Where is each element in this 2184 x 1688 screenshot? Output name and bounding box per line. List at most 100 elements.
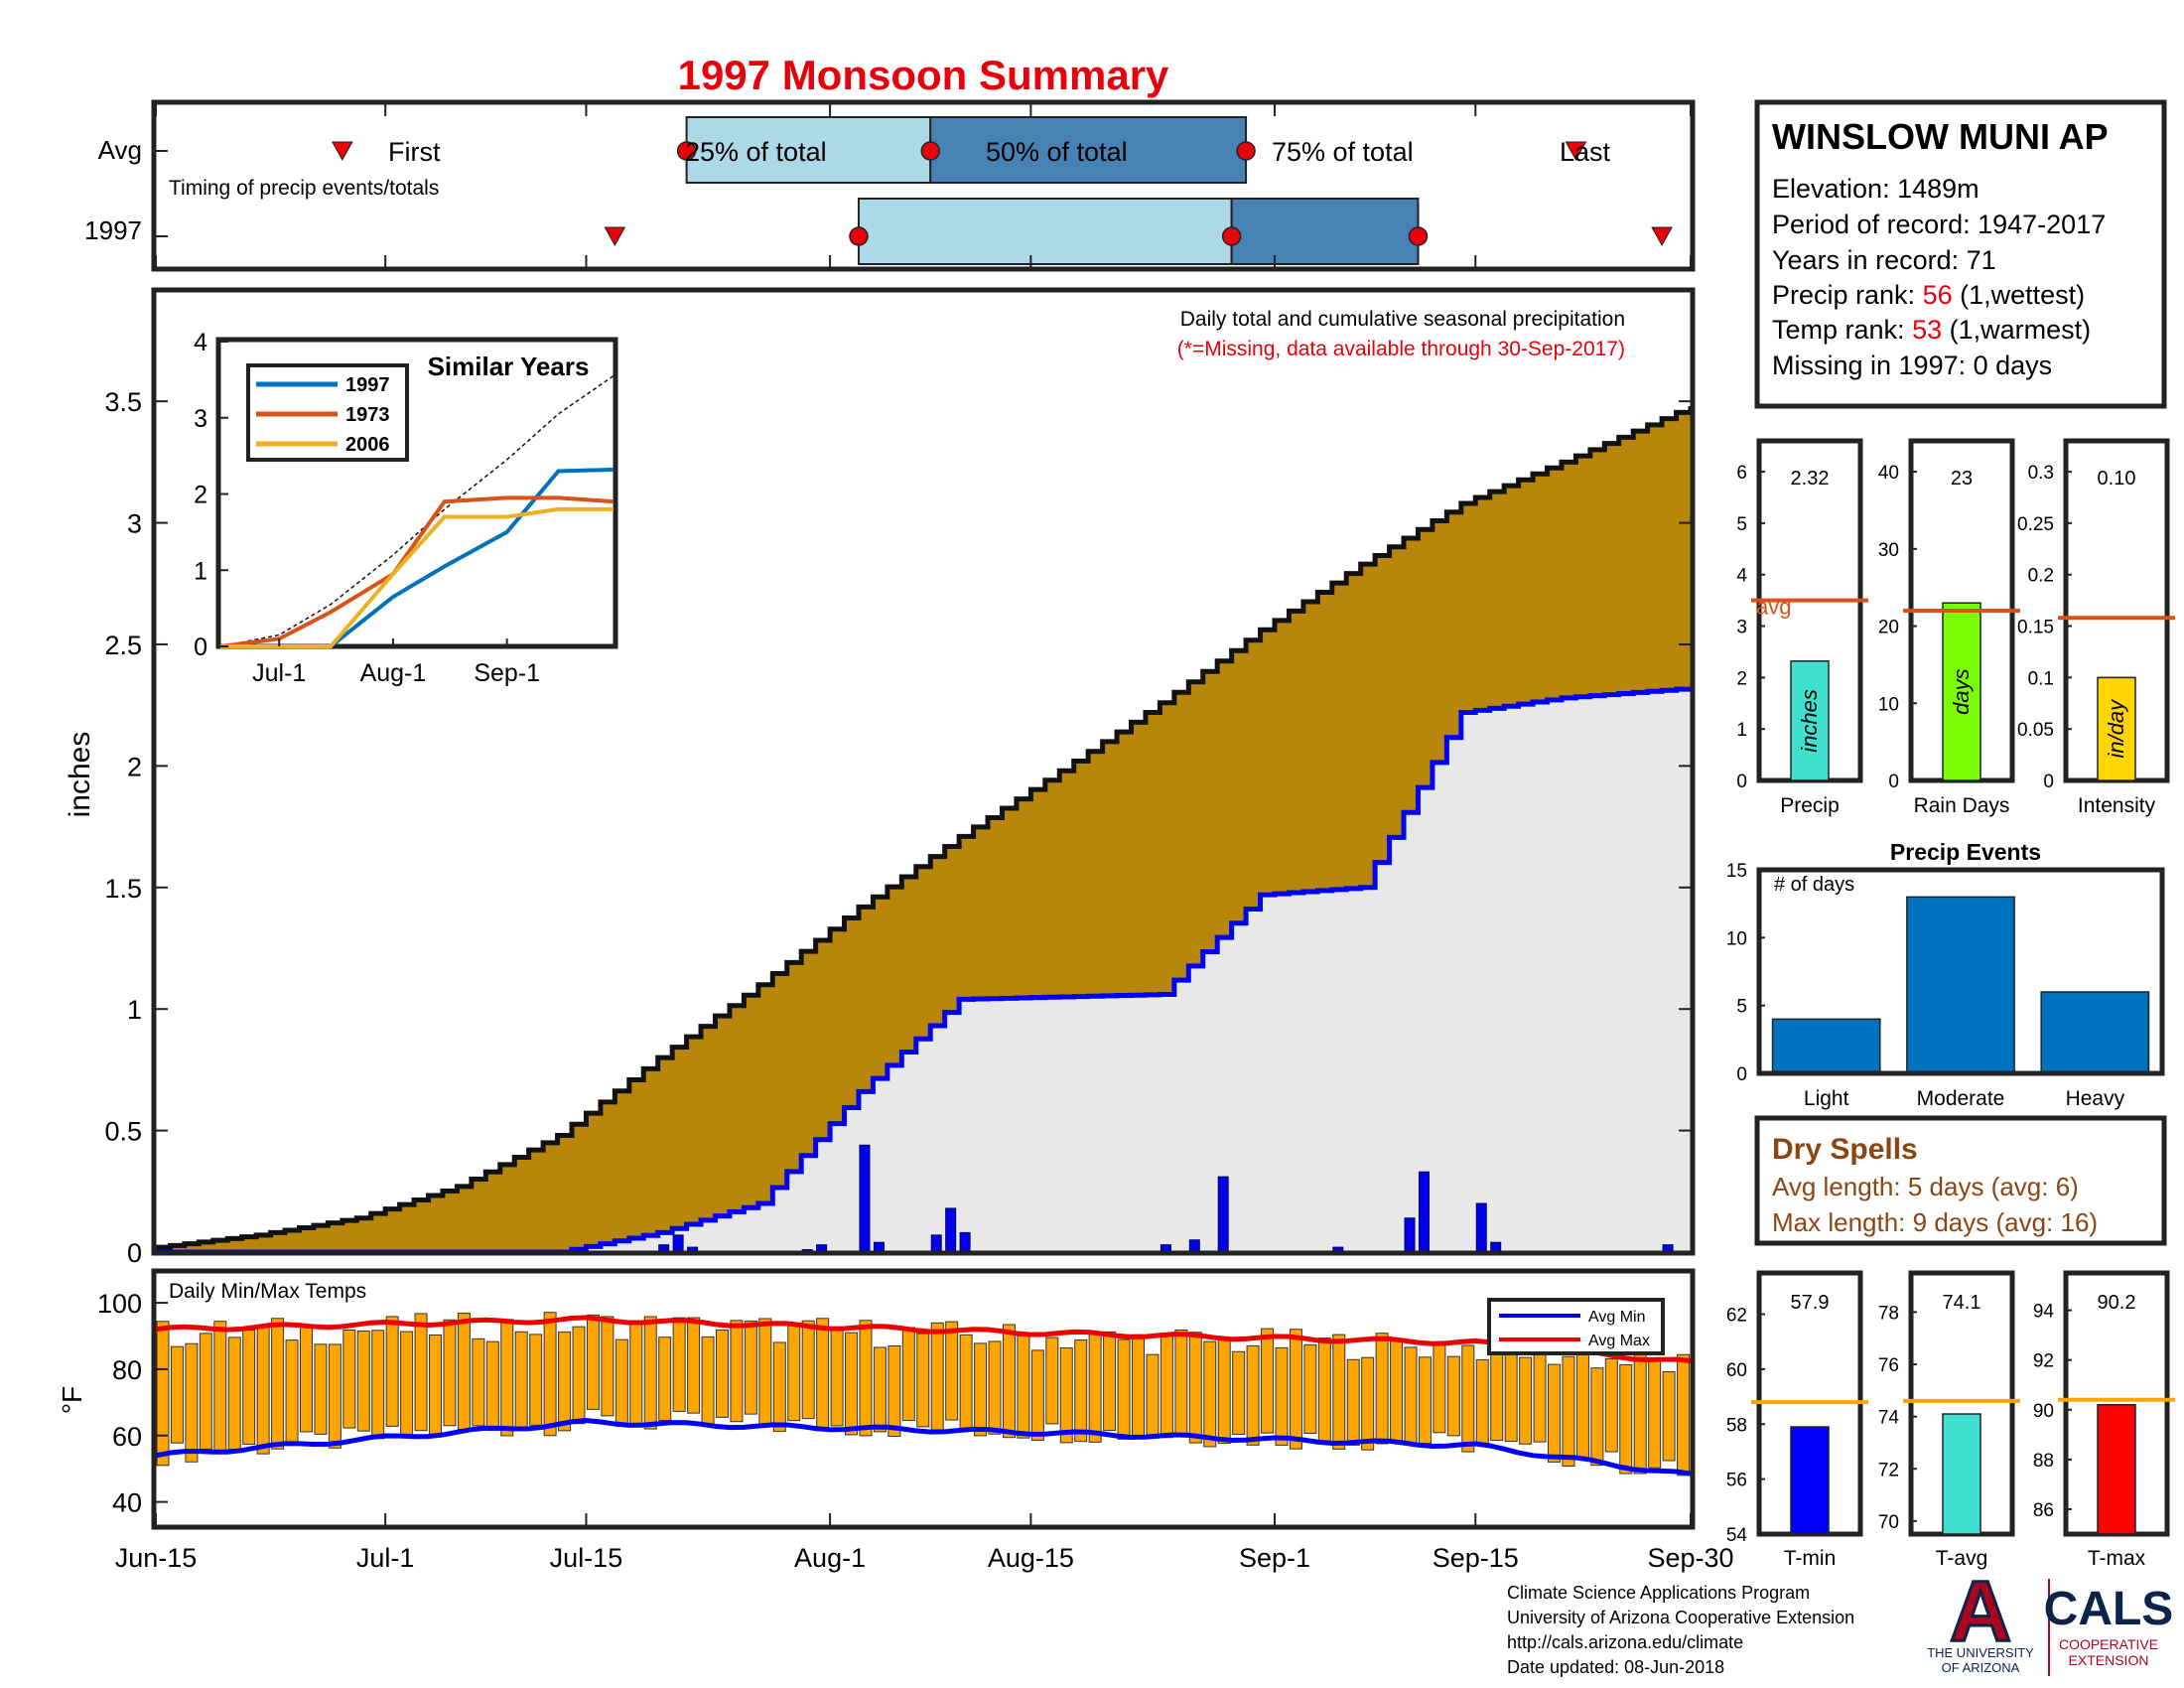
cals-logo: CALS COOPERATIVE EXTENSION: [2044, 1583, 2174, 1668]
daily-temp-bar: [314, 1343, 328, 1435]
intensity-y-tick-label: 0.2: [2028, 566, 2054, 587]
daily-temp-bar: [1648, 1358, 1662, 1469]
year-first-marker: [604, 226, 626, 247]
precip-y-tick-label: 1: [1736, 720, 1747, 741]
timing-50-label: 50% of total: [986, 137, 1128, 167]
avg-min-temp-line: [155, 1417, 1692, 1477]
events-title: Precip Events: [1890, 839, 2041, 865]
rain-days-axis-label: Rain Days: [1914, 794, 2010, 817]
station-name: WINSLOW MUNI AP: [1772, 116, 2109, 157]
similar-years-inset: 0 1 2 3 4 Jul-1 Aug-1 Sep-1 Similar Years 1997 1…: [194, 329, 618, 687]
footer-line-4: Date updated: 08-Jun-2018: [1507, 1657, 1724, 1677]
cals-wordmark: CALS: [2044, 1583, 2174, 1635]
daily-temp-bar: [185, 1342, 199, 1463]
t-avg-y-tick-label: 76: [1878, 1355, 1899, 1376]
daily-temp-bar: [429, 1334, 443, 1438]
daily-temp-bar: [1088, 1332, 1102, 1443]
inset-y-tick-label: 0: [194, 633, 207, 661]
t-avg-y-tick-label: 74: [1878, 1408, 1900, 1429]
daily-temp-bar: [256, 1325, 270, 1455]
t-min-axis-label: T-min: [1784, 1547, 1837, 1570]
rain-days-y-tick-label: 40: [1878, 463, 1899, 484]
precip-y-tick-label: 4: [1736, 566, 1747, 587]
daily-temp-bar: [1446, 1355, 1460, 1437]
events-y-tick-label: 10: [1726, 928, 1747, 949]
station-missing: Missing in 1997: 0 days: [1772, 351, 2052, 380]
main-x-tick-label: Sep-30: [1647, 1543, 1733, 1573]
daily-precip-bar: [1188, 1239, 1200, 1253]
rain-days-unit-label: days: [1949, 668, 1974, 714]
main-y-tick-label: 2.5: [104, 631, 142, 660]
daily-temp-bar: [715, 1329, 729, 1418]
t-avg-y-tick-label: 78: [1878, 1303, 1899, 1324]
daily-temp-bar: [472, 1337, 485, 1427]
station-info-frame: [1754, 99, 2167, 409]
intensity-y-tick-label: 0: [2043, 772, 2054, 792]
timing-last-label: Last: [1560, 137, 1611, 167]
daily-temp-bar: [1217, 1336, 1231, 1445]
daily-temp-bar: [1562, 1355, 1575, 1468]
daily-temp-bar: [1045, 1336, 1059, 1425]
timing-panel: Avg 1997 Timing of precip events/totals …: [84, 99, 1696, 272]
page-title: 1997 Monsoon Summary: [678, 52, 1169, 98]
temps-y-tick-label: 60: [112, 1422, 142, 1452]
main-x-tick-label: Jun-15: [115, 1543, 198, 1573]
daily-temp-bar: [1375, 1333, 1389, 1445]
avg-max-temp-line: [155, 1315, 1692, 1363]
daily-temp-bar: [1261, 1328, 1275, 1434]
daily-temp-bar: [1548, 1363, 1562, 1463]
intensity-unit-label: in/day: [2104, 698, 2128, 759]
dry-spells-title: Dry Spells: [1772, 1133, 1918, 1166]
inset-legend-label-1973: 1973: [345, 404, 390, 426]
daily-temp-bar: [414, 1313, 428, 1432]
main-y-tick-label: 3.5: [104, 387, 142, 417]
year-last-marker: [1651, 226, 1673, 247]
year-1997-cumulative-line: [156, 686, 1694, 1255]
daily-temp-bar: [514, 1331, 528, 1431]
dry-spells-avg: Avg length: 5 days (avg: 6): [1772, 1172, 2079, 1201]
t-avg-value: 74.1: [1943, 1292, 1981, 1314]
station-years: Years in record: 71: [1772, 245, 1996, 275]
daily-temp-bar: [385, 1316, 399, 1427]
station-elevation: Elevation: 1489m: [1772, 174, 1979, 204]
daily-temp-bar: [1174, 1330, 1188, 1436]
temps-y-tick-label: 100: [97, 1289, 142, 1319]
events-y-tick-label: 15: [1726, 861, 1747, 882]
daily-temp-bar: [529, 1334, 543, 1426]
daily-temp-bar: [299, 1326, 313, 1433]
t-min-y-tick-label: 58: [1726, 1415, 1747, 1436]
daily-temp-bar: [1418, 1356, 1432, 1445]
dry-spells-frame: [1754, 1115, 2167, 1246]
avg-last-marker: [1565, 141, 1587, 162]
intensity-y-tick-label: 0.1: [2028, 668, 2054, 689]
daily-temp-bar: [1303, 1343, 1317, 1434]
timing-caption: Timing of precip events/totals: [169, 177, 439, 200]
t-avg-y-tick-label: 72: [1878, 1460, 1899, 1480]
daily-temp-bar: [930, 1322, 944, 1432]
daily-temp-bar: [974, 1342, 988, 1437]
daily-temp-bar: [1275, 1346, 1289, 1446]
daily-temp-bar: [356, 1330, 370, 1432]
daily-precip-bar: [859, 1144, 871, 1253]
daily-temp-bar: [643, 1316, 657, 1430]
daily-temp-bar: [672, 1317, 686, 1412]
daily-temp-bar: [156, 1321, 170, 1467]
daily-temp-bar: [901, 1327, 915, 1422]
daily-temp-bar: [687, 1317, 701, 1414]
daily-temp-bar: [1662, 1371, 1676, 1462]
avg-25-50-box: [685, 116, 932, 184]
footer-credits: Climate Science Applications Program Uni…: [1507, 1583, 1854, 1677]
t-max-y-tick-label: 90: [2033, 1401, 2054, 1422]
main-x-tick-label: Jul-15: [550, 1543, 623, 1573]
t-min-y-tick-label: 56: [1726, 1471, 1747, 1491]
main-y-tick-label: 0.5: [104, 1117, 142, 1147]
main-y-tick-label: 0: [127, 1238, 142, 1268]
daily-temp-bar: [457, 1313, 471, 1430]
daily-temp-bar: [485, 1340, 499, 1431]
daily-temp-bar: [830, 1328, 844, 1427]
daily-temp-bar: [1059, 1347, 1073, 1444]
events-x-label-light: Light: [1804, 1087, 1849, 1110]
daily-precip-bar: [945, 1207, 957, 1253]
station-temp-rank: Temp rank: 53 (1,warmest): [1772, 315, 2091, 345]
